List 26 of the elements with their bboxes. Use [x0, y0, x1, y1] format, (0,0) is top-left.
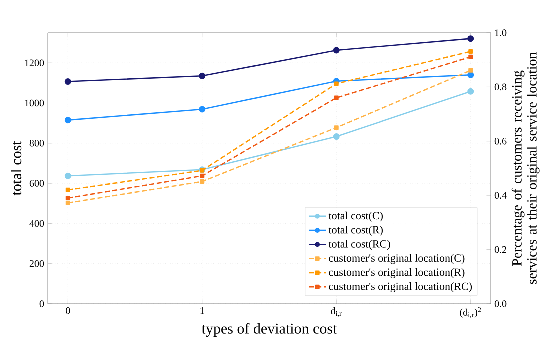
legend-label: total cost(C)	[328, 212, 383, 222]
legend-label: total cost(R)	[328, 226, 383, 236]
y-axis-title: total cost	[11, 141, 22, 196]
y2-axis-title: Percentage of customers receiving services at their original service location	[512, 52, 540, 284]
x-tick-label: d$_{i,r}$	[331, 308, 342, 318]
x-tick-label: 0	[66, 308, 70, 314]
y-tick-label: 0	[40, 300, 44, 308]
y-tick-label: 800	[30, 140, 44, 147]
legend-label: customer's original location(C)	[329, 254, 465, 264]
y-tick-label: 1000	[25, 100, 44, 107]
y2-tick-label: 0.8	[494, 84, 507, 91]
y2-tick-label: 1.0	[495, 30, 507, 36]
y2-tick-label: 0.6	[494, 138, 507, 145]
y-tick-label: 1200	[25, 60, 44, 66]
x-tick-label: 1	[200, 308, 204, 314]
y-tick-label: 400	[30, 220, 44, 228]
y-tick-label: 200	[30, 260, 44, 268]
x-axis-title: types of deviation cost	[202, 323, 338, 338]
legend-label: customer's original location(R)	[329, 268, 465, 278]
y-tick-label: 600	[30, 180, 44, 187]
y2-tick-label: 0.2	[494, 246, 506, 254]
y2-tick-label: 0.0	[494, 300, 507, 308]
legend-label: customer's original location(RC)	[329, 282, 472, 293]
legend-label: total cost(RC)	[328, 240, 390, 250]
x-tick-label: (d$_{i,r}$)$^{2}$	[460, 308, 482, 318]
y2-tick-label: 0.4	[494, 192, 507, 199]
